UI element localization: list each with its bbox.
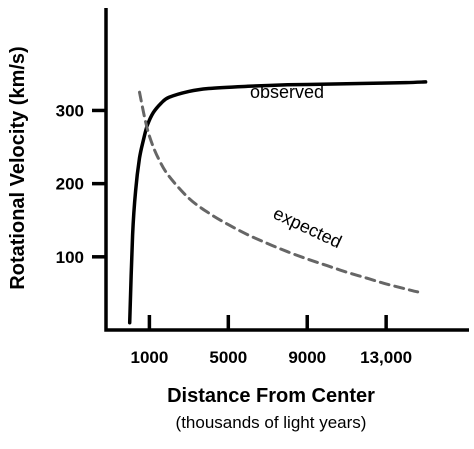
series-line-observed bbox=[127, 80, 428, 325]
series-line-expected bbox=[138, 90, 420, 294]
x-axis-subtitle: (thousands of light years) bbox=[176, 413, 367, 432]
x-axis-title: Distance From Center bbox=[167, 385, 375, 407]
ticks-layer: 100 200 300 1000 5000 9000 13,000 bbox=[56, 101, 413, 367]
y-axis-title: Rotational Velocity (km/s) bbox=[7, 46, 29, 289]
x-tick-label: 1000 bbox=[130, 348, 168, 367]
x-tick-label: 5000 bbox=[209, 348, 247, 367]
x-tick-label: 13,000 bbox=[360, 348, 412, 367]
y-tick-label: 300 bbox=[56, 101, 84, 120]
series-layer bbox=[127, 80, 428, 325]
y-tick-label: 100 bbox=[56, 248, 84, 267]
x-tick-label: 9000 bbox=[288, 348, 326, 367]
labels-layer: Rotational Velocity (km/s) Distance From… bbox=[7, 46, 375, 432]
series-label-observed: observed bbox=[250, 82, 324, 102]
axes-frame bbox=[104, 8, 469, 332]
y-tick-label: 200 bbox=[56, 175, 84, 194]
series-label-expected: expected bbox=[270, 203, 345, 252]
